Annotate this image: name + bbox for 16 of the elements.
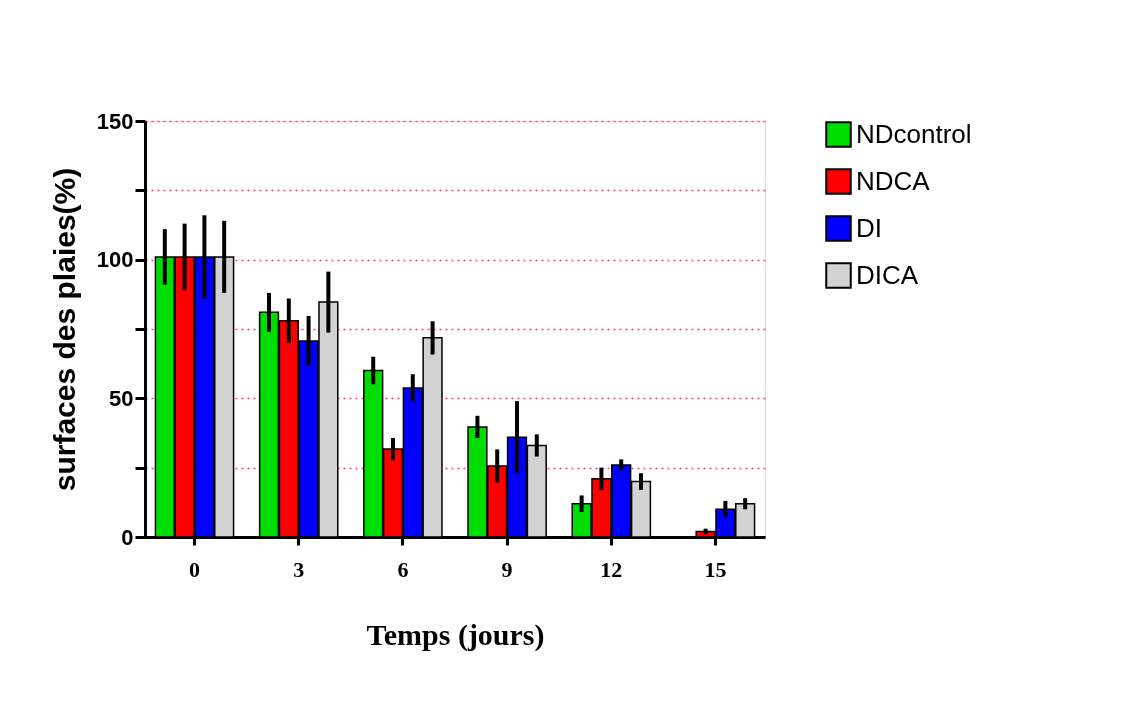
y-tick-label: 0 bbox=[121, 524, 134, 550]
x-tick-label: 3 bbox=[293, 556, 305, 582]
y-tick-label: 150 bbox=[96, 108, 134, 134]
x-tick-label: 12 bbox=[600, 556, 623, 582]
y-tick-label: 100 bbox=[96, 247, 134, 273]
x-tick-label: 0 bbox=[189, 556, 200, 582]
x-tick-label: 15 bbox=[704, 556, 727, 582]
legend-label: NDCA bbox=[856, 165, 931, 196]
y-tick-label: 50 bbox=[109, 385, 134, 411]
legend-label: DI bbox=[856, 212, 882, 243]
x-axis-title: Temps (jours) bbox=[366, 617, 545, 652]
y-axis-title: surfaces des plaies(%) bbox=[47, 167, 81, 492]
legend-label: DICA bbox=[856, 259, 919, 290]
x-tick-label: 6 bbox=[397, 556, 409, 582]
legend-label: NDcontrol bbox=[856, 118, 972, 149]
x-tick-label: 9 bbox=[501, 556, 513, 582]
